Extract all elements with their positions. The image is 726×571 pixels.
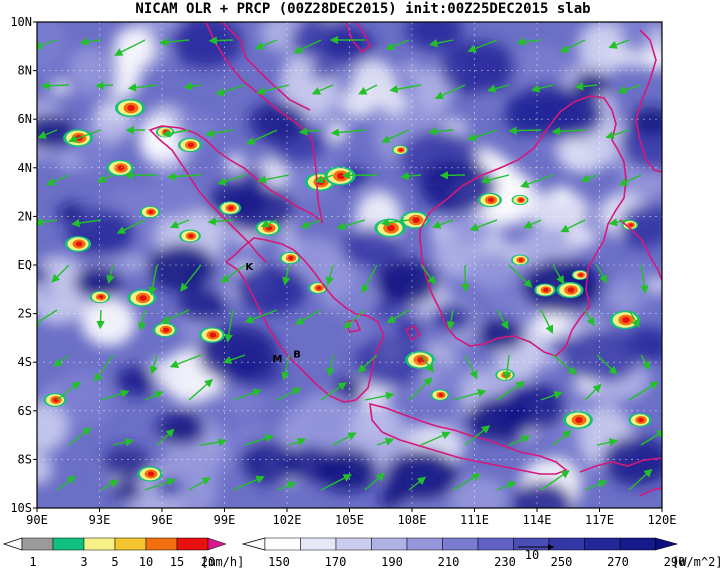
map-title: NICAM OLR + PRCP (00Z28DEC2015) init:00Z… [135,1,591,17]
precip-colorbar-label: 10 [139,555,153,569]
reference-vector-label: 10 [525,548,539,562]
precip-colorbar-label: 15 [170,555,184,569]
olr-colorbar-label: 270 [607,555,629,569]
coastline-islands-1 [404,324,422,342]
olr-unit: [W/m^2] [672,555,723,569]
olr-colorbar-swatch [477,537,514,551]
olr-colorbar-swatch [406,537,443,551]
y-tick-label: 10S [10,501,32,515]
olr-colorbar-swatch [655,537,679,551]
olr-colorbar-label: 250 [551,555,573,569]
precip-colorbar-swatch [145,537,178,551]
x-tick-label: 90E [26,513,48,527]
x-tick-label: 117E [585,513,614,527]
precip-colorbar-label: 20 [201,555,215,569]
olr-colorbar-swatch [619,537,656,551]
olr-colorbar-swatch [300,537,337,551]
precip-colorbar-swatch [207,537,227,551]
olr-colorbar-label: 210 [438,555,460,569]
olr-colorbar-label: 170 [325,555,347,569]
y-tick-label: 2N [18,209,32,223]
olr-colorbar-label: 150 [268,555,290,569]
coastline-malay-peninsula [148,22,324,263]
y-tick-label: EQ [18,258,32,272]
y-tick-label: 4N [18,161,32,175]
olr-colorbar-swatch [371,537,408,551]
y-tick-label: 2S [18,307,32,321]
coastlines [148,22,662,497]
y-tick-label: 10N [10,15,32,29]
coastline-myanmar [221,22,311,111]
coastline-borneo [419,95,627,357]
olr-colorbar-swatch [264,537,301,551]
x-tick-label: 111E [460,513,489,527]
olr-colorbar-swatch [442,537,479,551]
x-tick-label: 108E [398,513,427,527]
x-tick-label: 114E [523,513,552,527]
x-tick-label: 102E [273,513,302,527]
y-tick-label: 4S [18,355,32,369]
precip-colorbar-label: 1 [29,555,36,569]
precip-unit: [mm/h] [201,555,244,569]
precip-colorbar-label: 5 [111,555,118,569]
y-tick-label: 8N [18,64,32,78]
y-tick-label: 6N [18,112,32,126]
coastline-sumatra [225,237,385,403]
x-tick-label: 93E [89,513,111,527]
precip-colorbar-swatch [52,537,85,551]
coastline-sulawesi [635,29,662,173]
x-tick-label: 120E [648,513,677,527]
olr-colorbar-label: 190 [381,555,403,569]
precip-colorbar: 1 3 5 10 15 20[mm/h] [2,537,244,569]
place-label-m: M [272,354,282,365]
precip-colorbar-label: 3 [80,555,87,569]
olr-field [37,22,662,508]
olr-colorbar-swatch [548,537,585,551]
place-label-b: B [293,349,301,360]
coastline-islands-3 [345,22,372,54]
olr-colorbar-label: 290 [664,555,686,569]
coastline-lesser-sunda [579,457,662,473]
olr-colorbar: 150 170 190 210 230 250 270 290 10 [W/m^2] [241,537,723,569]
precip-colorbar-swatch [176,537,209,551]
precip-colorbar-swatch [21,537,54,551]
coastline-sulawesi-south [619,219,662,281]
olr-colorbar-label: 230 [494,555,516,569]
place-label-k: K [245,262,254,273]
x-tick-label: 105E [335,513,364,527]
precip-colorbar-swatch [83,537,116,551]
y-tick-label: 8S [18,452,32,466]
olr-colorbar-swatch [335,537,372,551]
x-tick-label: 99E [214,513,236,527]
y-tick-label: 6S [18,404,32,418]
x-tick-label: 96E [151,513,173,527]
olr-colorbar-swatch [584,537,621,551]
precip-colorbar-swatch [114,537,147,551]
coastline-timor [639,487,662,497]
coastline-java [369,402,568,475]
